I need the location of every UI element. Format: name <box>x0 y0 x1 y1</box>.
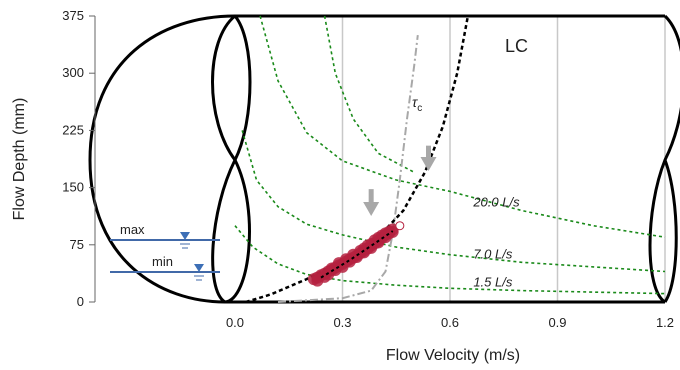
water-level-max: max <box>110 222 220 249</box>
scatter-points <box>307 221 405 287</box>
y-tick-label: 225 <box>62 122 84 137</box>
flow-line <box>323 15 415 174</box>
arrow-head <box>363 202 380 217</box>
lc-curve <box>245 15 470 304</box>
y-tick-label: 75 <box>70 237 84 252</box>
flow-line-label: 7.0 L/s <box>473 246 513 261</box>
y-tick-label: 300 <box>62 65 84 80</box>
water-level-min: min <box>110 254 220 281</box>
pipe-outline <box>88 14 680 304</box>
axis-ticks: 0 75 150 225 300 375 0.0 0.3 0.6 0.9 1.2 <box>62 8 674 330</box>
x-tick-label: 1.2 <box>656 315 674 330</box>
y-tick-label: 150 <box>62 180 84 195</box>
min-label: min <box>152 254 173 269</box>
tau-c-label: τc <box>412 94 422 114</box>
y-tick-label: 0 <box>77 294 84 309</box>
max-label: max <box>120 222 145 237</box>
flow-line-label: 1.5 L/s <box>473 275 513 290</box>
x-tick-label: 0.9 <box>548 315 566 330</box>
scatter-point <box>311 274 324 287</box>
x-axis-title: Flow Velocity (m/s) <box>386 347 520 364</box>
x-tick-label: 0.6 <box>441 315 459 330</box>
y-tick-label: 375 <box>62 8 84 23</box>
arrow-head <box>420 157 437 172</box>
y-axis-title: Flow Depth (mm) <box>11 98 28 221</box>
flow-line <box>259 15 666 238</box>
flow-line <box>241 130 666 273</box>
open-point <box>395 221 405 231</box>
x-tick-label: 0.3 <box>333 315 351 330</box>
x-tick-label: 0.0 <box>226 315 244 330</box>
flow-line-label: 20.0 L/s <box>472 194 520 209</box>
trend-line <box>320 230 394 279</box>
lc-label: LC <box>505 36 528 56</box>
flow-line <box>234 225 666 295</box>
scatter-point <box>322 268 335 281</box>
